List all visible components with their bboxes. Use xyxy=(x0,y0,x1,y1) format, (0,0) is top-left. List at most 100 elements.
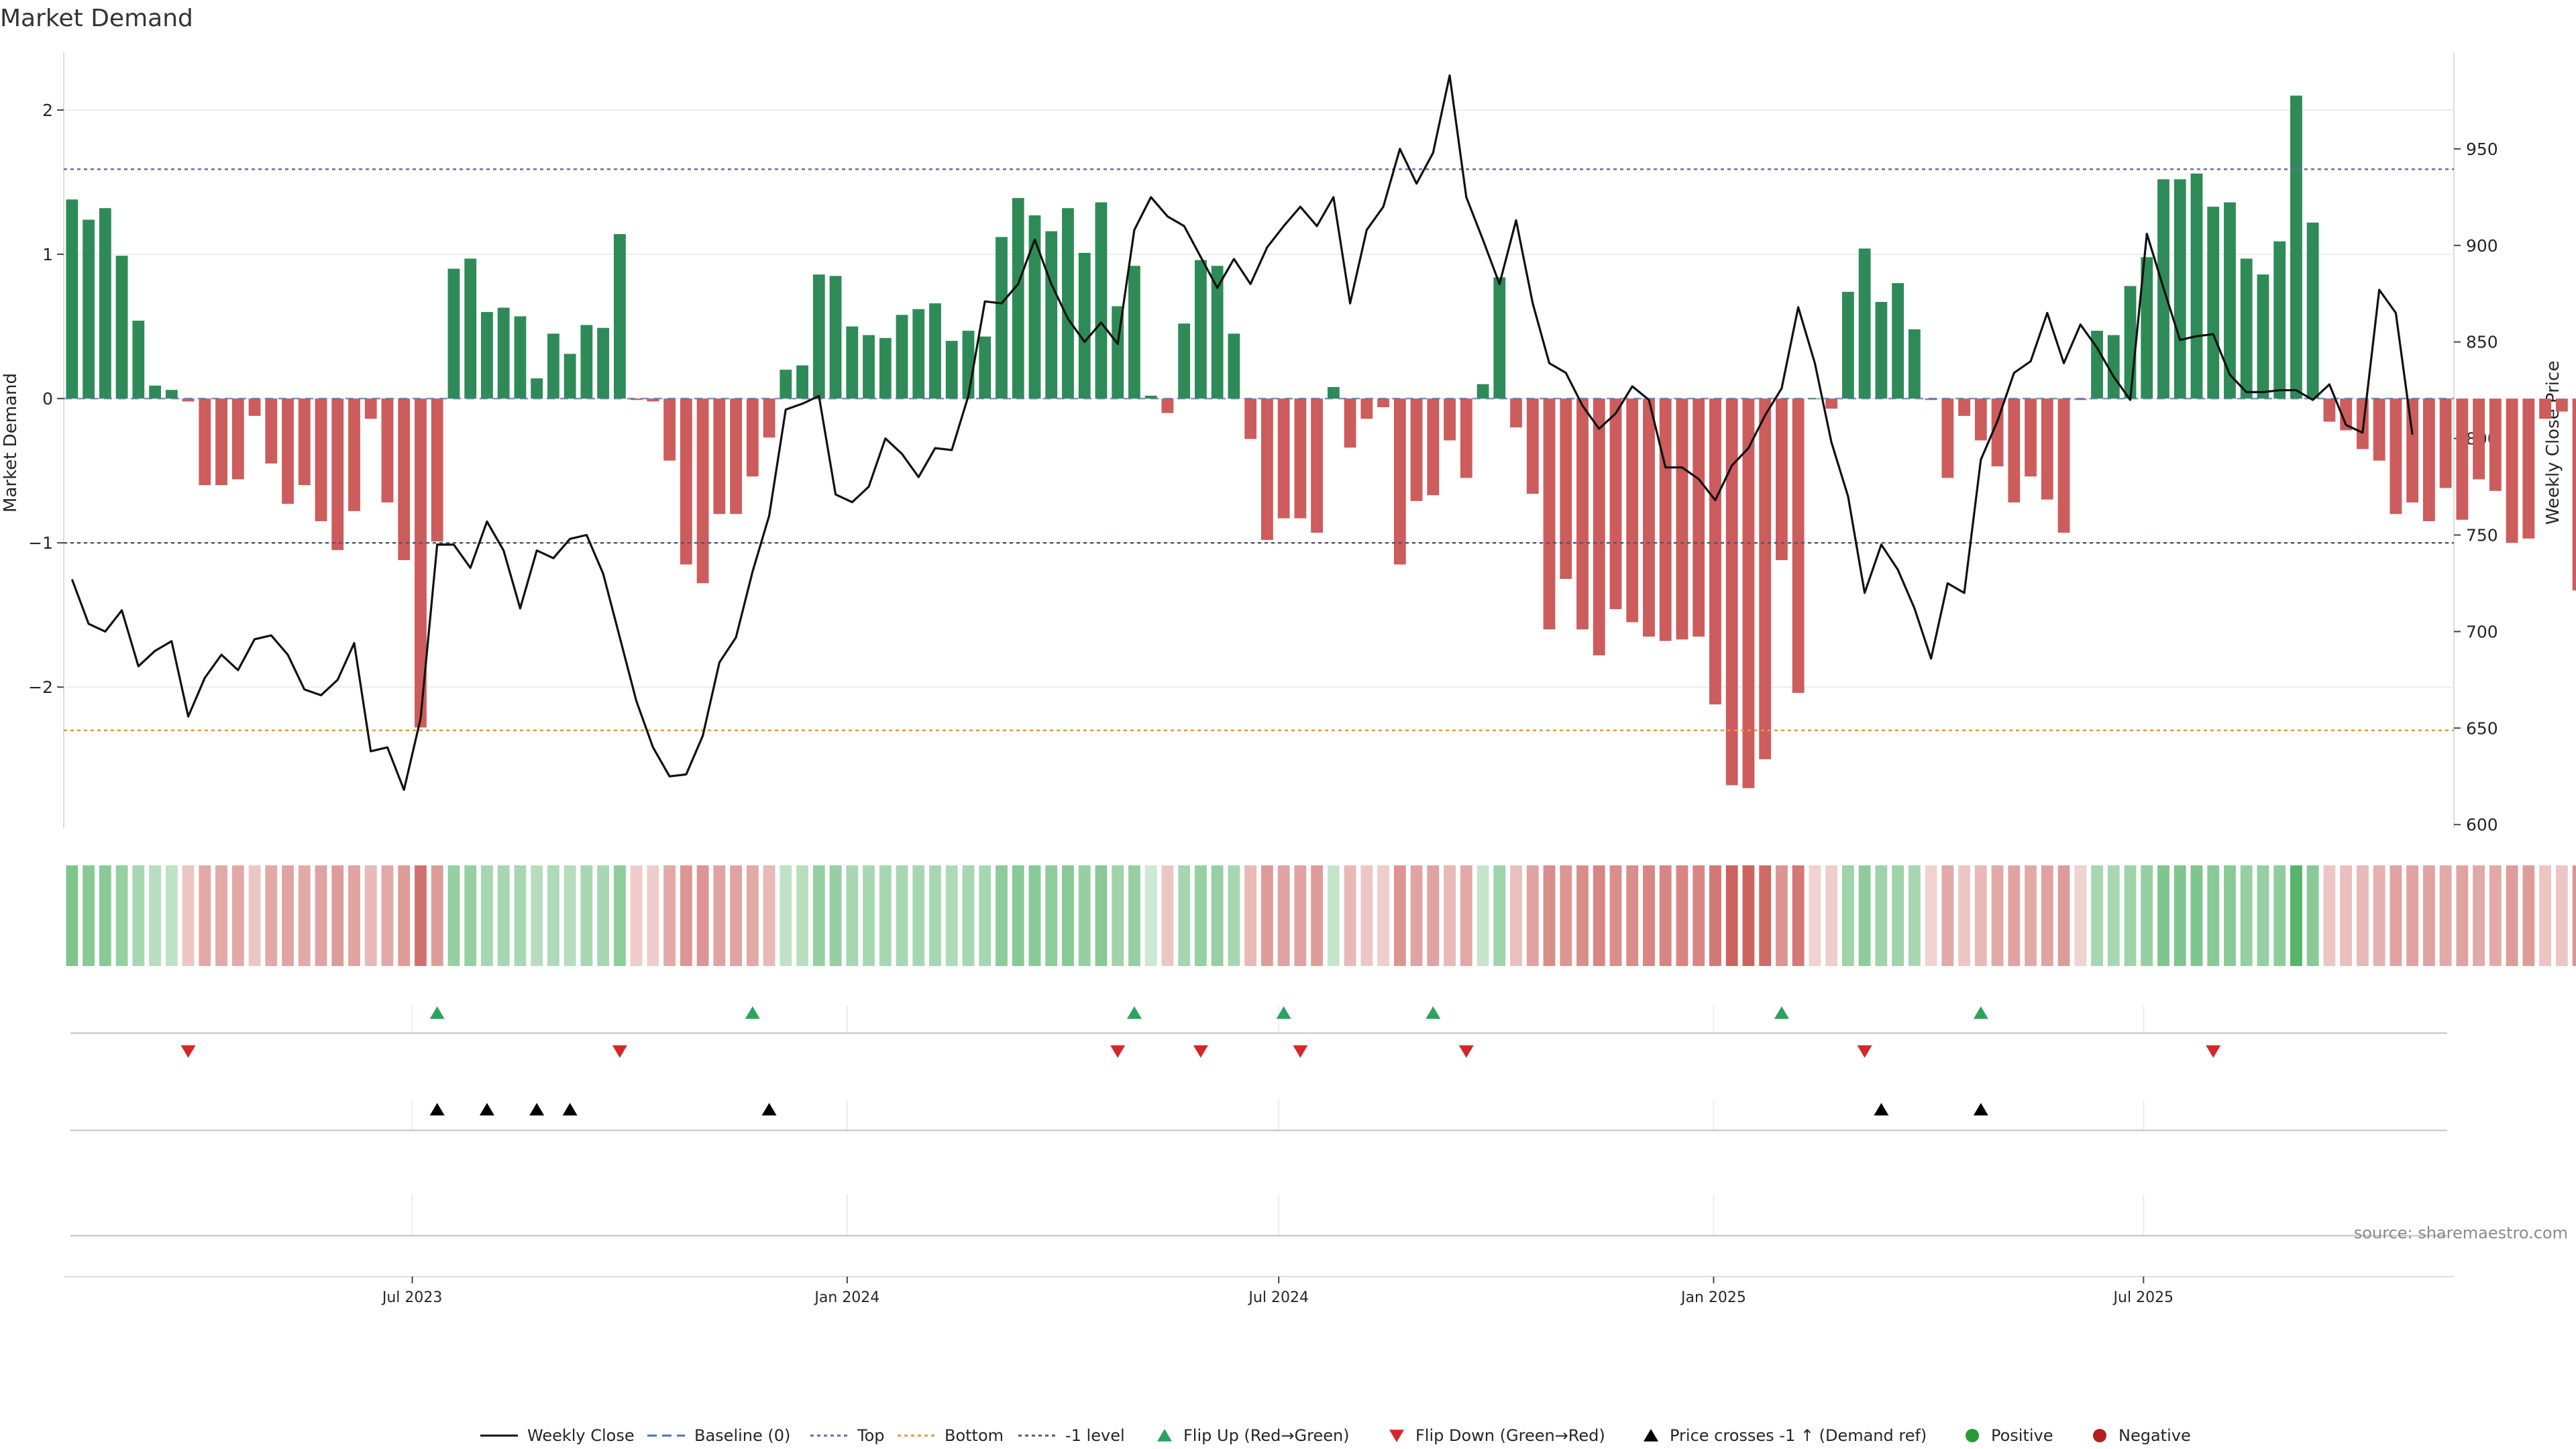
y-right-tick-label: 650 xyxy=(2466,718,2498,738)
strip-cell xyxy=(1809,865,1821,966)
y-left-tick-label: −1 xyxy=(28,533,53,553)
strip-cell xyxy=(2091,865,2103,966)
demand-bar xyxy=(1576,398,1589,630)
strip-cell xyxy=(829,865,842,966)
demand-bar xyxy=(1792,398,1805,693)
strip-cell xyxy=(398,865,411,966)
strip-cell xyxy=(1211,865,1224,966)
demand-bar xyxy=(282,398,294,504)
strip-cell xyxy=(1444,865,1456,966)
strip-cell xyxy=(2406,865,2419,966)
demand-bar xyxy=(647,398,659,402)
legend-swatch xyxy=(2093,1429,2106,1442)
strip-cell xyxy=(2207,865,2220,966)
demand-bar xyxy=(613,233,626,399)
demand-bar xyxy=(2190,173,2203,399)
strip-cell xyxy=(2141,865,2153,966)
strip-cell xyxy=(1294,865,1307,966)
strip-cell xyxy=(331,865,344,966)
demand-bar xyxy=(1775,398,1788,560)
strip-cell xyxy=(945,865,958,966)
strip-cell xyxy=(1626,865,1639,966)
strip-cell xyxy=(1725,865,1738,966)
strip-cell xyxy=(1377,865,1389,966)
demand-bar xyxy=(1858,248,1871,399)
strip-cell xyxy=(99,865,111,966)
y-right-tick-label: 950 xyxy=(2466,140,2498,159)
strip-cell xyxy=(1012,865,1024,966)
demand-bar xyxy=(2257,274,2269,399)
strip-cell xyxy=(564,865,576,966)
demand-bar xyxy=(1327,386,1340,399)
strip-cell xyxy=(1493,865,1506,966)
flip-up-marker xyxy=(745,1006,760,1019)
y-right-tick-label: 900 xyxy=(2466,236,2498,256)
strip-cell xyxy=(2157,865,2169,966)
strip-cell xyxy=(2257,865,2269,966)
price-cross-marker xyxy=(429,1103,445,1116)
x-axis: Jul 2023 Jan 2024 Jul 2024 Jan 2025 Jul 2025 xyxy=(64,1276,2454,1306)
strip-cell xyxy=(2025,865,2037,966)
strip-cell xyxy=(962,865,975,966)
demand-bar xyxy=(780,370,792,399)
legend-label: Top xyxy=(857,1426,885,1445)
strip-cell xyxy=(1792,865,1805,966)
strip-cell xyxy=(1510,865,1522,966)
strip-cell xyxy=(696,865,709,966)
strip-cell xyxy=(2290,865,2302,966)
demand-bar xyxy=(713,398,726,515)
strip-cell xyxy=(2390,865,2402,966)
demand-bar xyxy=(2522,398,2535,539)
strip-cell xyxy=(979,865,991,966)
demand-bar xyxy=(2273,241,2286,399)
strip-cell xyxy=(746,865,759,966)
strip-cell xyxy=(531,865,543,966)
strip-cell xyxy=(1609,865,1622,966)
demand-bar xyxy=(381,398,394,502)
strip-cell xyxy=(1078,865,1091,966)
strip-cell xyxy=(149,865,161,966)
strip-cell xyxy=(1858,865,1871,966)
demand-bar xyxy=(199,398,211,486)
demand-bar xyxy=(1908,329,1921,399)
x-tick-label: Jan 2025 xyxy=(1680,1289,1746,1306)
demand-bar xyxy=(580,325,593,399)
legend: Weekly Close Baseline (0) Top Bottom -1 leve… xyxy=(480,1426,2191,1445)
strip-cell xyxy=(2190,865,2203,966)
strip-cell xyxy=(2506,865,2518,966)
strip-cell xyxy=(2306,865,2319,966)
demand-bar xyxy=(2091,331,2103,399)
demand-bar xyxy=(149,385,161,399)
demand-bar xyxy=(1211,266,1224,399)
legend-swatch xyxy=(1644,1429,1658,1442)
strip-cell xyxy=(780,865,792,966)
demand-bar xyxy=(1676,398,1688,640)
demand-bar xyxy=(315,398,327,521)
demand-bar xyxy=(846,326,859,399)
flip-down-marker xyxy=(2206,1045,2221,1058)
strip-cell xyxy=(481,865,493,966)
demand-bar xyxy=(2141,257,2153,399)
demand-bar xyxy=(746,398,759,477)
flip-down-marker xyxy=(1193,1045,1208,1058)
strip-cell xyxy=(2422,865,2435,966)
strip-cell xyxy=(2522,865,2535,966)
strip-cell xyxy=(1543,865,1556,966)
demand-bar xyxy=(1643,398,1655,637)
strip-cell xyxy=(1112,865,1124,966)
price-cross-marker xyxy=(529,1103,545,1116)
strip-cell xyxy=(630,865,643,966)
flip-up-marker xyxy=(429,1006,445,1019)
demand-bar xyxy=(2406,398,2419,502)
demand-bar xyxy=(514,316,527,399)
demand-bar xyxy=(2572,398,2576,591)
demand-bar xyxy=(1825,398,1838,409)
demand-bar xyxy=(165,390,178,399)
demand-bar xyxy=(265,398,278,464)
strip-cell xyxy=(2224,865,2236,966)
legend-label: Negative xyxy=(2118,1426,2191,1445)
flip-markers-panel xyxy=(70,1006,2447,1058)
strip-cell xyxy=(929,865,941,966)
demand-bar xyxy=(1875,302,1888,399)
strip-cell xyxy=(1991,865,2004,966)
